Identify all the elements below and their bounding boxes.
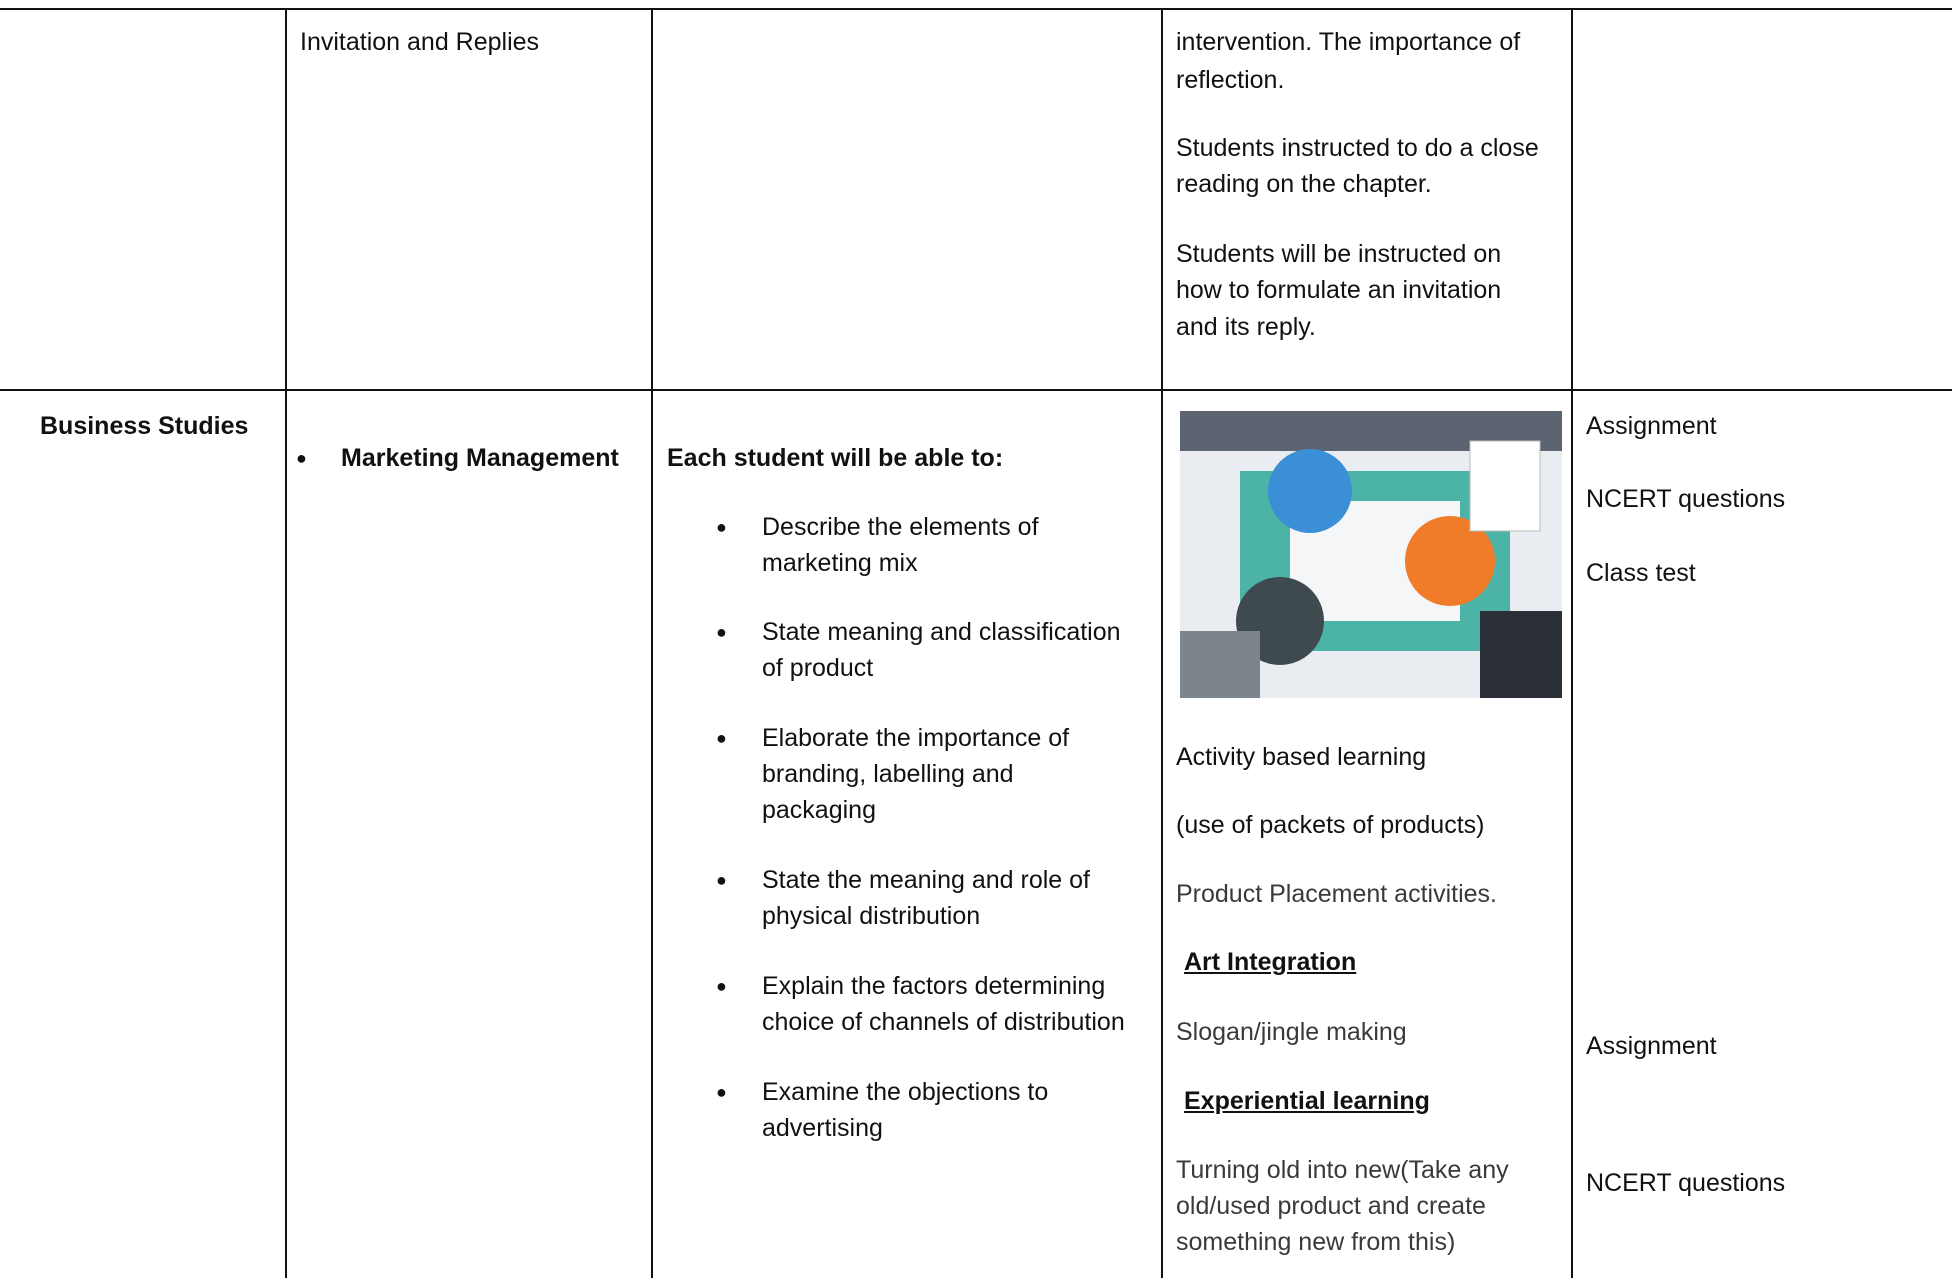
cell-text: how to formulate an invitation xyxy=(1176,276,1502,304)
activity-text: something new from this) xyxy=(1176,1228,1456,1256)
assessment-text: NCERT questions xyxy=(1586,1169,1786,1197)
bullet: ● xyxy=(716,622,727,642)
objective-text: packaging xyxy=(762,796,876,824)
objective-text: physical distribution xyxy=(762,902,981,930)
assessment-text: Assignment xyxy=(1586,412,1717,440)
objective-text: Examine the objections to xyxy=(762,1078,1049,1106)
bullet: ● xyxy=(716,976,727,996)
objective-text: Elaborate the importance of xyxy=(762,724,1070,752)
cell-text: and its reply. xyxy=(1176,313,1316,341)
cell-text: intervention. The importance of xyxy=(1176,28,1521,56)
objective-text: State the meaning and role of xyxy=(762,866,1091,894)
table-border xyxy=(0,8,1952,10)
objective-text: marketing mix xyxy=(762,549,918,577)
activity-text: old/used product and create xyxy=(1176,1192,1486,1220)
objective-text: State meaning and classification xyxy=(762,618,1121,646)
assessment-text: NCERT questions xyxy=(1586,485,1786,513)
row-divider xyxy=(0,389,1952,391)
cell-text: reading on the chapter. xyxy=(1176,170,1432,198)
bullet: ● xyxy=(716,1082,727,1102)
bullet: ● xyxy=(716,517,727,537)
activity-text: Art Integration xyxy=(1184,948,1357,976)
activity-text: Experiential learning xyxy=(1184,1087,1430,1115)
bullet: ● xyxy=(296,448,307,468)
cell-text: reflection. xyxy=(1176,66,1285,94)
objective-text: of product xyxy=(762,654,874,682)
activity-text: Slogan/jingle making xyxy=(1176,1018,1407,1046)
objective-text: advertising xyxy=(762,1114,883,1142)
assessment-text: Class test xyxy=(1586,559,1696,587)
cell-text: Students will be instructed on xyxy=(1176,240,1502,268)
objective-text: choice of channels of distribution xyxy=(762,1008,1125,1036)
objectives-heading: Each student will be able to: xyxy=(667,444,1004,472)
marketing-image xyxy=(1180,411,1562,698)
topic: Marketing Management xyxy=(341,444,619,472)
bullet: ● xyxy=(716,870,727,890)
column-divider xyxy=(1161,9,1163,1278)
subject: Business Studies xyxy=(40,412,249,440)
column-divider xyxy=(1571,9,1573,1278)
activity-text: Product Placement activities. xyxy=(1176,880,1497,908)
cell-text: Students instructed to do a close xyxy=(1176,134,1539,162)
bullet: ● xyxy=(716,728,727,748)
assessment-text: Assignment xyxy=(1586,1032,1717,1060)
column-divider xyxy=(651,9,653,1278)
cell-text: Invitation and Replies xyxy=(300,28,540,56)
objective-text: Describe the elements of xyxy=(762,513,1039,541)
column-divider xyxy=(285,9,287,1278)
activity-text: Turning old into new(Take any xyxy=(1176,1156,1509,1184)
activity-text: Activity based learning xyxy=(1176,743,1427,771)
objective-text: Explain the factors determining xyxy=(762,972,1106,1000)
activity-text: (use of packets of products) xyxy=(1176,811,1485,839)
objective-text: branding, labelling and xyxy=(762,760,1014,788)
